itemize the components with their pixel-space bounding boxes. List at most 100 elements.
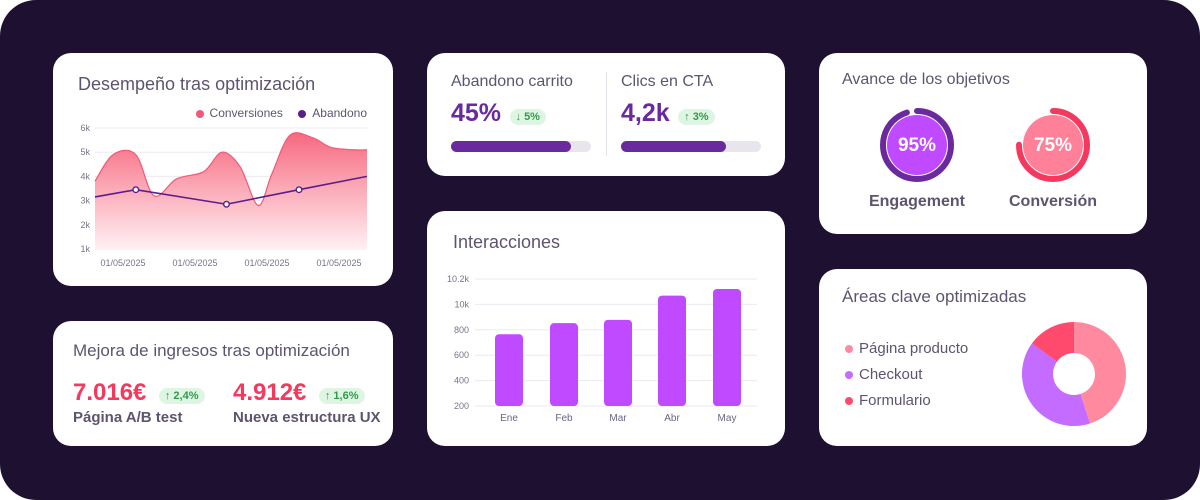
y-tick-label: 600 [454, 350, 469, 360]
bar-ene [495, 334, 523, 406]
goals-card: Avance de los objetivos 95% Engagement 7… [819, 53, 1147, 234]
revenue-value: 4.912€ [233, 379, 307, 406]
legend-item-conversiones: Conversiones [195, 106, 283, 120]
y-tick-label: 10k [454, 299, 469, 309]
goal-inner-fill [887, 115, 947, 175]
performance-card: Desempeño tras optimización Conversiones… [53, 53, 393, 286]
kpi-abandono: Abandono carrito 45% ↓ 5% [451, 73, 596, 163]
x-tick-label: Mar [609, 413, 627, 424]
kpi-title: Abandono carrito [451, 73, 573, 90]
performance-legend: Conversiones Abandono [195, 106, 367, 120]
goal-label: Conversión [1008, 193, 1097, 210]
arrow-up-icon: ↑ [324, 389, 331, 402]
revenue-card: Mejora de ingresos tras optimización 7.0… [53, 321, 393, 446]
kpi-value-row: 4,2k ↑ 3% [621, 99, 766, 128]
kpi-progress-bar [451, 141, 591, 152]
revenue-label: Página A/B test [73, 409, 183, 426]
areas-title: Áreas clave optimizadas [842, 287, 1027, 306]
goal-progress-arc [880, 108, 954, 182]
revenue-label: Nueva estructura UX [233, 409, 381, 426]
legend-item-pagina-producto: Página producto [845, 340, 968, 366]
legend-item-abandono: Abandono [298, 106, 367, 120]
y-tick-label: 5k [80, 147, 90, 157]
performance-chart: 6k 5k 4k 3k 2k 1k 01/05/2025 01/05/2025 01/05/20… [80, 123, 368, 268]
engagement-ring [880, 108, 954, 182]
legend-dot-icon [845, 397, 853, 406]
arrow-up-icon: ↑ [164, 389, 171, 402]
legend-item-checkout: Checkout [845, 366, 968, 392]
goal-value: 95% [897, 135, 937, 156]
slice-checkout [1022, 343, 1091, 426]
bar-feb [550, 323, 578, 406]
y-tick-label: 4k [80, 171, 90, 181]
legend-dot-icon [195, 109, 204, 118]
y-tick-label: 400 [454, 376, 469, 386]
progress-fill [451, 141, 572, 152]
legend-dot-icon [845, 345, 853, 354]
change-badge: ↑ 1,6% [318, 387, 365, 404]
conversion-ring [1016, 108, 1090, 182]
progress-fill [621, 141, 726, 152]
x-tick-label: 01/05/2025 [316, 258, 361, 268]
abandono-point [295, 186, 303, 194]
x-tick-label: Ene [500, 413, 518, 424]
abandono-point [222, 200, 230, 208]
kpi-clics: Clics en CTA 4,2k ↑ 3% [621, 73, 766, 163]
kpi-progress-bar [621, 141, 761, 152]
change-badge: ↑ 3% [678, 108, 715, 125]
conversiones-area [95, 132, 367, 249]
areas-card: Áreas clave optimizadas Página producto … [819, 269, 1147, 446]
interactions-chart: 10.2k 10k 800 600 400 200 Ene Feb Mar Abr May [447, 274, 757, 424]
performance-title: Desempeño tras optimización [78, 74, 316, 94]
goal-engagement: 95% Engagement [859, 105, 975, 225]
abandono-point [132, 186, 140, 194]
y-tick-label: 200 [454, 401, 469, 411]
change-badge: ↓ 5% [509, 108, 546, 125]
arrow-up-icon: ↑ [684, 110, 690, 123]
bar-mar [604, 319, 632, 406]
y-tick-label: 800 [454, 325, 469, 335]
slice-página-producto [1074, 322, 1126, 424]
goal-label: Engagement [868, 193, 965, 210]
slice-formulario [1031, 322, 1074, 362]
legend-item-formulario: Formulario [845, 392, 968, 418]
change-badge: ↑ 2,4% [158, 387, 205, 404]
x-tick-label: 01/05/2025 [172, 258, 217, 268]
y-tick-label: 2k [80, 220, 90, 230]
revenue-title: Mejora de ingresos tras optimización [73, 341, 350, 360]
revenue-item-ab: 7.016€ ↑ 2,4% Página A/B test [73, 379, 205, 426]
conversiones-line [94, 132, 368, 207]
bar-may [713, 288, 741, 406]
interactions-card: Interacciones 10.2k 10k 800 600 400 200 Ene Feb… [427, 211, 785, 446]
goal-value: 75% [1033, 135, 1073, 156]
x-tick-label: Feb [555, 413, 573, 424]
revenue-value: 7.016€ [73, 379, 147, 406]
legend-dot-icon [845, 371, 853, 380]
goal-inner-fill [1023, 115, 1083, 175]
goals-title: Avance de los objetivos [842, 71, 1010, 88]
x-tick-label: May [718, 413, 737, 424]
kpi-divider [606, 72, 607, 156]
kpi-value-row: 45% ↓ 5% [451, 99, 596, 128]
areas-legend: Página producto Checkout Formulario [845, 340, 968, 418]
y-tick-label: 3k [80, 196, 90, 206]
kpi-value: 4,2k [621, 99, 670, 127]
legend-dot-icon [298, 109, 307, 118]
kpi-value: 45% [451, 99, 502, 127]
kpi-card: Abandono carrito 45% ↓ 5% Clics en CTA 4… [427, 53, 785, 176]
x-tick-label: 01/05/2025 [244, 258, 289, 268]
goal-conversion: 75% Conversión [995, 105, 1111, 225]
y-tick-label: 6k [80, 123, 90, 133]
arrow-down-icon: ↓ [515, 110, 522, 123]
x-tick-label: Abr [664, 413, 680, 424]
areas-donut-chart [1022, 322, 1126, 426]
bar-abr [658, 295, 686, 406]
revenue-item-ux: 4.912€ ↑ 1,6% Nueva estructura UX [233, 379, 381, 426]
y-tick-label: 1k [80, 244, 90, 254]
goal-progress-arc [1016, 108, 1090, 182]
interactions-title: Interacciones [453, 232, 561, 252]
y-tick-label: 10.2k [447, 274, 470, 284]
kpi-title: Clics en CTA [621, 73, 714, 90]
x-tick-label: 01/05/2025 [100, 258, 145, 268]
